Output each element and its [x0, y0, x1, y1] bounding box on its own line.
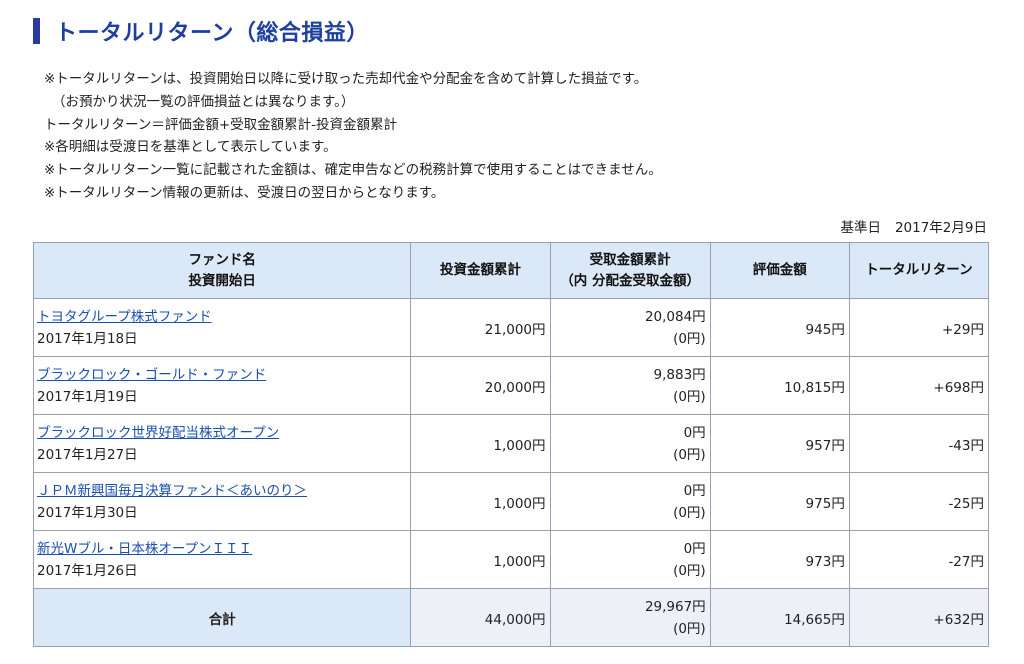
- fund-start-date: 2017年1月26日: [37, 562, 138, 579]
- total-return-sum: +632円: [848, 588, 990, 647]
- page-title: トータルリターン（総合損益）: [55, 21, 369, 46]
- invested-cell: 1,000円: [410, 530, 551, 589]
- received-amount: 9,883円: [653, 366, 706, 383]
- table-row: ＪＰＭ新興国毎月決算ファンド＜あいのり＞ 2017年1月30日 1,000円 0…: [32, 472, 990, 531]
- fund-start-date: 2017年1月19日: [37, 388, 138, 405]
- table-header-row: ファンド名 投資開始日 投資金額累計 受取金額累計 （内 分配金受取金額） 評価…: [32, 242, 990, 299]
- dividend-amount: (0円): [673, 388, 706, 405]
- received-cell: 0円 (0円): [549, 472, 711, 531]
- fund-start-date: 2017年1月27日: [37, 446, 138, 463]
- invested-cell: 21,000円: [410, 298, 551, 357]
- total-return-cell: +29円: [848, 298, 990, 357]
- total-return-cell: -25円: [848, 472, 990, 531]
- total-invested: 44,000円: [410, 588, 551, 647]
- total-return-cell: -27円: [848, 530, 990, 589]
- header-fund-name-label: ファンド名: [188, 251, 256, 268]
- total-label: 合計: [32, 588, 412, 647]
- fund-cell: ブラックロック・ゴールド・ファンド 2017年1月19日: [32, 356, 412, 415]
- received-cell: 0円 (0円): [549, 530, 711, 589]
- total-row: 合計 44,000円 29,967円 (0円) 14,665円 +632円: [32, 588, 990, 647]
- note-line: ※トータルリターン一覧に記載された金額は、確定申告などの税務計算で使用することは…: [44, 162, 662, 179]
- received-cell: 20,084円 (0円): [549, 298, 711, 357]
- title-accent-bar: [33, 18, 40, 44]
- fund-cell: ブラックロック世界好配当株式オープン 2017年1月27日: [32, 414, 412, 473]
- header-fund-name: ファンド名 投資開始日: [32, 242, 412, 299]
- total-return-table: ファンド名 投資開始日 投資金額累計 受取金額累計 （内 分配金受取金額） 評価…: [32, 242, 990, 647]
- fund-cell: 新光Wブル・日本株オープンＩＩＩ 2017年1月26日: [32, 530, 412, 589]
- dividend-amount: (0円): [673, 562, 706, 579]
- valuation-cell: 957円: [709, 414, 850, 473]
- fund-cell: トヨタグループ株式ファンド 2017年1月18日: [32, 298, 412, 357]
- received-amount: 0円: [683, 482, 706, 499]
- invested-cell: 1,000円: [410, 472, 551, 531]
- header-total-return: トータルリターン: [848, 242, 990, 299]
- header-received-label: 受取金額累計: [589, 251, 671, 268]
- received-cell: 9,883円 (0円): [549, 356, 711, 415]
- fund-cell: ＪＰＭ新興国毎月決算ファンド＜あいのり＞ 2017年1月30日: [32, 472, 412, 531]
- fund-link[interactable]: トヨタグループ株式ファンド: [37, 308, 212, 325]
- table-row: ブラックロック世界好配当株式オープン 2017年1月27日 1,000円 0円 …: [32, 414, 990, 473]
- base-date: 基準日 2017年2月9日: [840, 216, 987, 236]
- total-return-cell: -43円: [848, 414, 990, 473]
- valuation-cell: 945円: [709, 298, 850, 357]
- received-amount: 0円: [683, 540, 706, 557]
- valuation-cell: 975円: [709, 472, 850, 531]
- note-line: （お預かり状況一覧の評価損益とは異なります。）: [52, 93, 355, 110]
- received-amount: 20,084円: [644, 308, 706, 325]
- note-line: ※トータルリターンは、投資開始日以降に受け取った売却代金や分配金を含めて計算した…: [44, 71, 648, 87]
- total-dividend: (0円): [673, 620, 706, 637]
- invested-cell: 20,000円: [410, 356, 551, 415]
- total-received-cell: 29,967円 (0円): [549, 588, 711, 647]
- header-invested: 投資金額累計: [410, 242, 551, 299]
- header-received: 受取金額累計 （内 分配金受取金額）: [549, 242, 711, 299]
- received-amount: 0円: [683, 424, 706, 441]
- note-line: トータルリターン＝評価金額+受取金額累計-投資金額累計: [44, 116, 398, 133]
- notes-block: ※トータルリターンは、投資開始日以降に受け取った売却代金や分配金を含めて計算した…: [44, 68, 662, 205]
- dividend-amount: (0円): [673, 504, 706, 521]
- fund-start-date: 2017年1月18日: [37, 330, 138, 347]
- note-line: ※各明細は受渡日を基準として表示しています。: [44, 139, 337, 156]
- fund-link[interactable]: ブラックロック世界好配当株式オープン: [37, 424, 280, 441]
- table-row: 新光Wブル・日本株オープンＩＩＩ 2017年1月26日 1,000円 0円 (0…: [32, 530, 990, 589]
- valuation-cell: 973円: [709, 530, 850, 589]
- header-received-sub-label: （内 分配金受取金額）: [560, 272, 700, 289]
- base-date-label: 基準日: [840, 220, 881, 236]
- fund-link[interactable]: ブラックロック・ゴールド・ファンド: [37, 366, 267, 383]
- dividend-amount: (0円): [673, 446, 706, 463]
- table-row: トヨタグループ株式ファンド 2017年1月18日 21,000円 20,084円…: [32, 298, 990, 357]
- total-return-cell: +698円: [848, 356, 990, 415]
- received-cell: 0円 (0円): [549, 414, 711, 473]
- fund-link[interactable]: 新光Wブル・日本株オープンＩＩＩ: [37, 540, 253, 557]
- fund-link[interactable]: ＪＰＭ新興国毎月決算ファンド＜あいのり＞: [37, 482, 307, 499]
- table-row: ブラックロック・ゴールド・ファンド 2017年1月19日 20,000円 9,8…: [32, 356, 990, 415]
- note-line: ※トータルリターン情報の更新は、受渡日の翌日からとなります。: [44, 184, 445, 201]
- total-received: 29,967円: [644, 598, 706, 615]
- invested-cell: 1,000円: [410, 414, 551, 473]
- total-valuation: 14,665円: [709, 588, 850, 647]
- valuation-cell: 10,815円: [709, 356, 850, 415]
- header-valuation: 評価金額: [709, 242, 850, 299]
- base-date-value: 2017年2月9日: [894, 220, 987, 236]
- fund-start-date: 2017年1月30日: [37, 504, 138, 521]
- header-start-date-label: 投資開始日: [188, 272, 256, 289]
- page-title-bar: トータルリターン（総合損益）: [33, 17, 369, 46]
- dividend-amount: (0円): [673, 330, 706, 347]
